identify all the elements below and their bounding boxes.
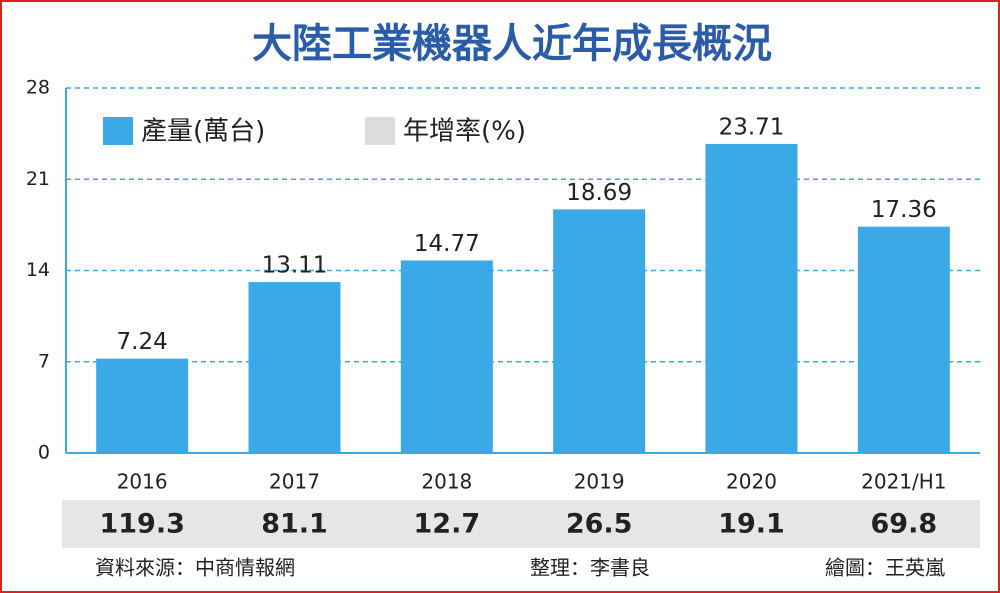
value-label: 14.77 [414,231,480,257]
growth-value: 69.8 [871,509,938,540]
legend-swatch [365,117,395,145]
y-tick-label: 7 [38,350,50,372]
legend-swatch [103,117,133,145]
growth-value: 12.7 [414,509,481,540]
x-tick-label: 2021/H1 [861,470,946,494]
footnote: 繪圖：王英嵐 [825,556,945,580]
value-label: 13.11 [262,253,328,279]
legend-label: 年增率(%) [403,117,526,147]
y-tick-label: 0 [38,442,50,464]
bar [248,282,341,453]
x-tick-label: 2016 [117,470,168,494]
bar [857,226,950,453]
x-tick-label: 2017 [269,470,320,494]
y-tick-label: 28 [26,77,50,99]
value-label: 17.36 [871,197,937,223]
growth-value: 119.3 [99,509,184,540]
growth-band [62,500,980,548]
growth-value: 81.1 [261,509,328,540]
x-tick-label: 2019 [574,470,625,494]
value-label: 23.71 [719,114,785,140]
growth-value: 26.5 [566,509,633,540]
y-tick-label: 14 [26,259,50,281]
bar [705,143,798,453]
growth-value: 19.1 [718,509,785,540]
x-tick-label: 2020 [726,470,777,494]
value-label: 18.69 [566,180,632,206]
bar [400,260,493,453]
y-tick-label: 21 [26,168,50,190]
chart-title: 大陸工業機器人近年成長概況 [252,21,772,67]
legend-label: 產量(萬台) [141,117,265,147]
footnote: 整理：李書良 [530,556,650,580]
value-label: 7.24 [117,329,168,355]
bar [96,358,189,453]
footnote: 資料來源：中商情報網 [95,556,295,580]
x-tick-label: 2018 [421,470,472,494]
bar [553,209,646,453]
